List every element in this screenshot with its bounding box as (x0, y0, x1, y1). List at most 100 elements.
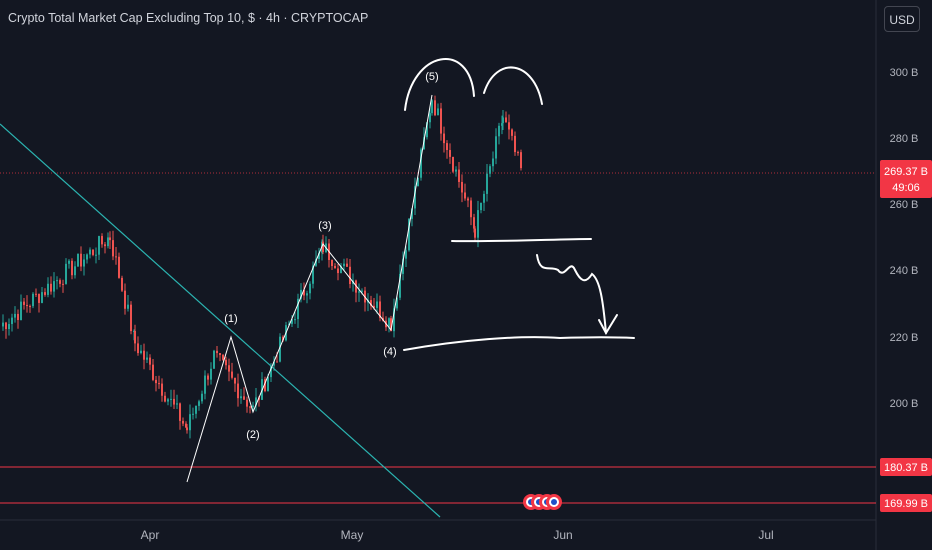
candle-body (121, 277, 123, 291)
candle-body (29, 306, 31, 308)
level-label-170: 169.99 B (880, 494, 932, 512)
candle-body (370, 300, 372, 306)
candle-body (167, 399, 169, 402)
candle-body (458, 169, 460, 182)
candle-body (204, 375, 206, 394)
candle-body (520, 152, 522, 169)
candle-body (331, 260, 333, 266)
candle-body (267, 377, 269, 392)
candle-body (343, 263, 345, 267)
candle-body (219, 353, 221, 355)
current-price-label: 269.37 B 49:06 (880, 160, 932, 198)
candle-body (452, 156, 454, 172)
descending-trendline[interactable] (0, 123, 441, 518)
level-label-180-text: 180.37 B (884, 462, 928, 474)
candle-body (511, 129, 513, 136)
candle-body (361, 290, 363, 292)
candle-body (483, 193, 485, 203)
candle-body (309, 283, 311, 294)
candle-body (213, 350, 215, 369)
y-tick-260: 260 B (890, 199, 919, 211)
y-tick-240: 240 B (890, 265, 919, 277)
candle-body (420, 149, 422, 178)
candle-body (312, 265, 314, 284)
candle-body (2, 322, 4, 327)
candle-body (38, 293, 40, 303)
candle-body (86, 254, 88, 260)
wave-label-2: (2) (246, 429, 259, 441)
x-tick-jun: Jun (553, 528, 572, 542)
candle-body (59, 280, 61, 284)
candle-body (434, 100, 436, 116)
candle-body (118, 256, 120, 278)
candle-body (297, 298, 299, 320)
candle-body (489, 166, 491, 174)
candle-body (492, 158, 494, 167)
neckline-stroke (451, 238, 592, 243)
candle-body (318, 252, 320, 260)
candle-body (127, 304, 129, 309)
candle-body (517, 152, 519, 154)
candle-body (47, 283, 49, 295)
candle-body (32, 293, 34, 307)
candle-body (17, 313, 19, 320)
candle-body (243, 396, 245, 400)
candle-body (379, 301, 381, 318)
candle-body (198, 401, 200, 406)
x-tick-jul: Jul (758, 528, 773, 542)
candle-body (291, 319, 293, 324)
candle-body (146, 357, 148, 360)
candle-body (514, 135, 516, 153)
candle-body (74, 266, 76, 276)
candle-body (65, 263, 67, 284)
candle-body (446, 143, 448, 151)
candle-body (315, 259, 317, 266)
candle-body (56, 280, 58, 282)
candle-body (349, 266, 351, 285)
candle-body (101, 236, 103, 245)
candle-body (264, 379, 266, 392)
candle-body (207, 375, 209, 380)
candle-body (68, 260, 70, 264)
candle-body (152, 364, 154, 380)
candle-body (443, 133, 445, 144)
candle-body (390, 318, 392, 332)
candle-body (480, 202, 482, 211)
elliott-wave-path[interactable] (186, 94, 433, 483)
candle-body (505, 117, 507, 123)
candle-body (192, 413, 194, 415)
candle-body (282, 336, 284, 341)
candle-body (53, 281, 55, 292)
candle-body (71, 260, 73, 276)
candle-body (255, 397, 257, 406)
candle-body (464, 192, 466, 199)
candle-body (455, 169, 457, 172)
candle-body (35, 293, 37, 295)
us-flag-events-icon[interactable] (523, 494, 562, 510)
candle-body (77, 253, 79, 267)
candle-body (222, 354, 224, 360)
candle-body (306, 293, 308, 296)
candle-body (358, 291, 360, 293)
candle-body (95, 254, 97, 256)
candle-body (210, 368, 212, 380)
candle-body (273, 361, 275, 366)
candle-body (431, 100, 433, 114)
candle-body (246, 399, 248, 407)
candle-body (474, 228, 476, 238)
candle-body (23, 301, 25, 305)
candle-body (440, 108, 442, 134)
wave-label-5: (5) (425, 71, 438, 83)
candle-body (176, 403, 178, 405)
x-tick-apr: Apr (141, 528, 160, 542)
candle-body (322, 241, 324, 253)
hand-drawing[interactable] (403, 58, 635, 351)
chart-title: Crypto Total Market Cap Excluding Top 10… (8, 11, 369, 25)
candle-body (477, 210, 479, 238)
candle-body (20, 301, 22, 320)
candle-body (294, 319, 296, 321)
candle-body (237, 383, 239, 399)
currency-button[interactable]: USD (884, 6, 920, 32)
candle-body (437, 108, 439, 116)
